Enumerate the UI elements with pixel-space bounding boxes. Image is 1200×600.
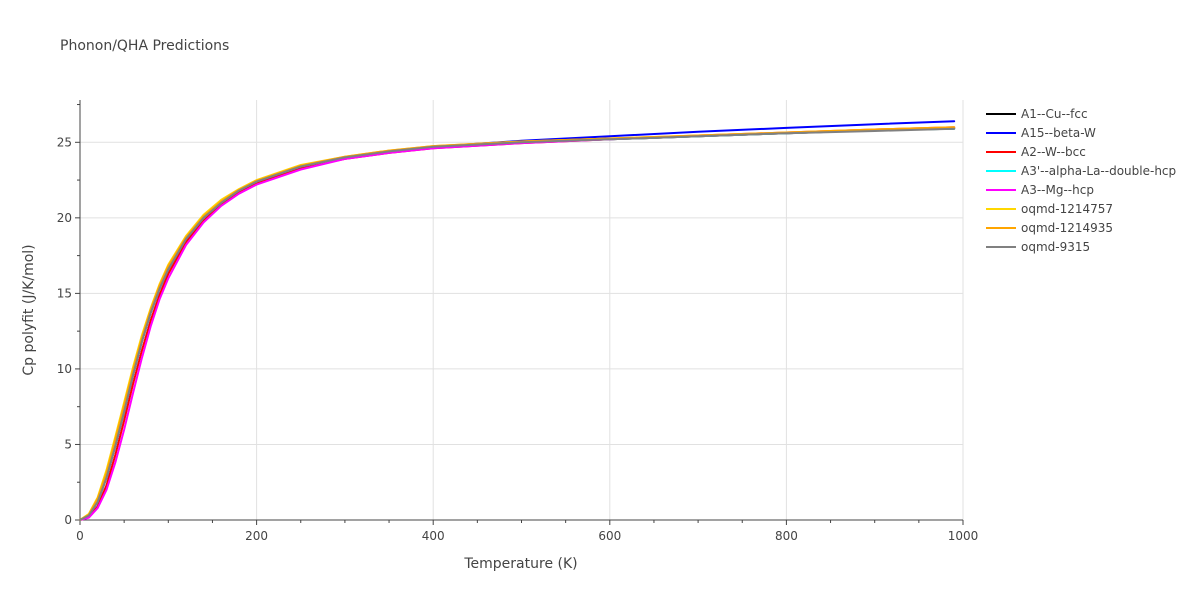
series-line-a3-mg-hcp bbox=[79, 126, 956, 521]
legend-label: oqmd-1214935 bbox=[1021, 221, 1113, 235]
y-tick-label: 0 bbox=[64, 513, 72, 527]
x-tick-label: 1000 bbox=[948, 529, 979, 543]
legend-item[interactable]: A15--beta-W bbox=[986, 126, 1096, 140]
legend-item[interactable]: oqmd-9315 bbox=[986, 240, 1090, 254]
legend-label: A2--W--bcc bbox=[1021, 145, 1086, 159]
y-axis-title: Cp polyfit (J/K/mol) bbox=[21, 244, 37, 375]
x-tick-label: 200 bbox=[245, 529, 268, 543]
legend-item[interactable]: A3--Mg--hcp bbox=[986, 183, 1094, 197]
y-tick-label: 10 bbox=[57, 362, 72, 376]
series-line-oqmd-9315 bbox=[79, 127, 956, 521]
y-tick-labels: 0 5 10 15 20 25 bbox=[57, 135, 72, 527]
chart-title: Phonon/QHA Predictions bbox=[60, 38, 229, 54]
x-tick-label: 400 bbox=[422, 529, 445, 543]
legend-label: A1--Cu--fcc bbox=[1021, 107, 1088, 121]
legend-label: A15--beta-W bbox=[1021, 126, 1096, 140]
series-line-oqmd-1214757 bbox=[79, 126, 956, 521]
legend-label: A3'--alpha-La--double-hcp bbox=[1021, 164, 1176, 178]
legend-label: A3--Mg--hcp bbox=[1021, 183, 1094, 197]
y-tick-label: 15 bbox=[57, 286, 72, 300]
series-line-oqmd-1214935 bbox=[79, 126, 956, 521]
x-axis-title: Temperature (K) bbox=[463, 556, 577, 572]
series-line-a15-beta-w bbox=[79, 120, 956, 521]
axes bbox=[75, 100, 964, 525]
legend-item[interactable]: A2--W--bcc bbox=[986, 145, 1086, 159]
grid-lines bbox=[80, 100, 964, 520]
legend-item[interactable]: A1--Cu--fcc bbox=[986, 107, 1088, 121]
x-tick-label: 600 bbox=[598, 529, 621, 543]
series-line-a2-w-bcc bbox=[79, 126, 956, 521]
series-line-a1-cu-fcc bbox=[79, 127, 956, 521]
y-tick-label: 25 bbox=[57, 135, 72, 149]
x-tick-label: 800 bbox=[775, 529, 798, 543]
y-tick-label: 20 bbox=[57, 211, 72, 225]
legend-item[interactable]: oqmd-1214935 bbox=[986, 221, 1113, 235]
series-lines bbox=[79, 120, 956, 521]
legend-item[interactable]: oqmd-1214757 bbox=[986, 202, 1113, 216]
y-tick-label: 5 bbox=[64, 437, 72, 451]
x-tick-label: 0 bbox=[76, 529, 84, 543]
x-tick-labels: 0 200 400 600 800 1000 bbox=[76, 529, 978, 543]
legend-label: oqmd-9315 bbox=[1021, 240, 1090, 254]
legend-label: oqmd-1214757 bbox=[1021, 202, 1113, 216]
series-line-a3-alpha-la-double-hcp bbox=[79, 127, 956, 521]
legend[interactable]: A1--Cu--fcc A15--beta-W A2--W--bcc A3'--alp… bbox=[986, 107, 1176, 254]
legend-item[interactable]: A3'--alpha-La--double-hcp bbox=[986, 164, 1176, 178]
